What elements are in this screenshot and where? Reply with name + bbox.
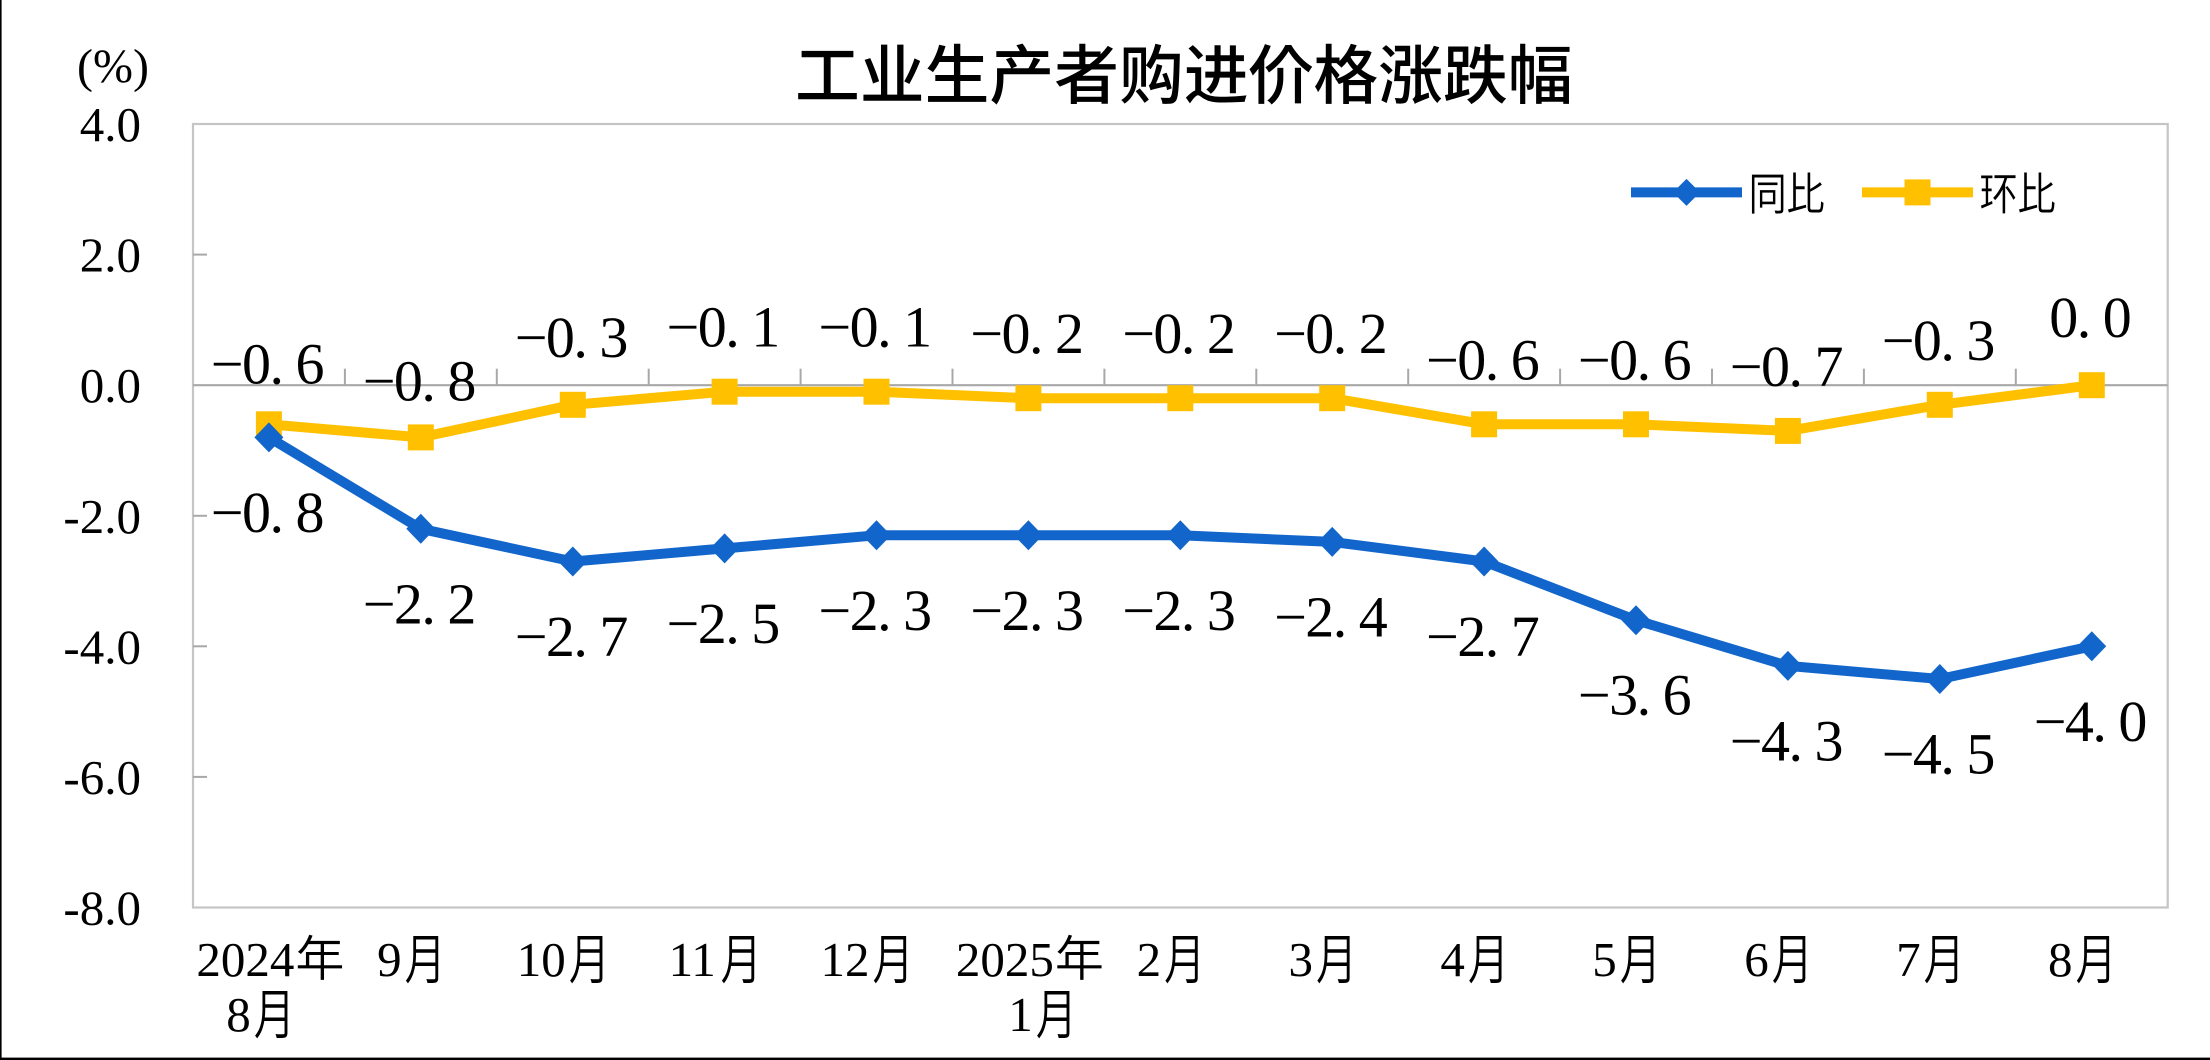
svg-text:−4. 5: −4. 5: [1882, 722, 1994, 787]
svg-text:−0. 8: −0. 8: [211, 480, 323, 545]
svg-text:-8.0: -8.0: [63, 881, 141, 936]
svg-text:2.0: 2.0: [80, 228, 141, 283]
svg-text:−0. 6: −0. 6: [1578, 327, 1691, 392]
svg-text:2024: 2024: [196, 932, 294, 987]
svg-text:-4.0: -4.0: [63, 619, 141, 674]
svg-text:0. 0: 0. 0: [2049, 285, 2130, 350]
svg-text:5: 5: [1592, 932, 1617, 987]
svg-text:3: 3: [1289, 932, 1314, 987]
svg-text:−2. 3: −2. 3: [818, 578, 930, 643]
svg-text:8: 8: [2048, 932, 2073, 987]
svg-text:10: 10: [517, 932, 566, 987]
svg-text:−2. 7: −2. 7: [1426, 604, 1539, 669]
svg-text:−0. 3: −0. 3: [515, 305, 627, 370]
svg-text:−2. 2: −2. 2: [363, 571, 475, 636]
svg-text:−0. 2: −0. 2: [970, 301, 1082, 366]
svg-text:−4. 3: −4. 3: [1730, 708, 1842, 773]
svg-text:8: 8: [226, 987, 251, 1042]
svg-text:−0. 6: −0. 6: [1426, 327, 1539, 392]
svg-text:6: 6: [1744, 932, 1769, 987]
svg-text:−0. 8: −0. 8: [363, 348, 475, 413]
svg-text:-2.0: -2.0: [63, 489, 141, 544]
svg-text:−2. 3: −2. 3: [1122, 578, 1234, 643]
svg-text:−0. 6: −0. 6: [211, 331, 324, 396]
svg-text:0.0: 0.0: [80, 358, 141, 413]
svg-text:−0. 7: −0. 7: [1730, 334, 1843, 399]
svg-text:4.0: 4.0: [80, 97, 141, 152]
svg-text:-6.0: -6.0: [63, 750, 141, 805]
svg-text:−2. 5: −2. 5: [666, 591, 778, 656]
svg-text:−0. 2: −0. 2: [1122, 301, 1234, 366]
svg-text:2025: 2025: [956, 932, 1054, 987]
svg-text:−0. 3: −0. 3: [1882, 308, 1994, 373]
svg-text:11: 11: [669, 932, 716, 987]
svg-text:−3. 6: −3. 6: [1578, 663, 1691, 728]
svg-text:−0. 2: −0. 2: [1274, 301, 1386, 366]
svg-text:12: 12: [821, 932, 870, 987]
svg-text:−0. 1: −0. 1: [818, 295, 930, 360]
svg-text:−4. 0: −4. 0: [2034, 689, 2146, 754]
svg-text:(%): (%): [77, 40, 149, 93]
svg-text:7: 7: [1896, 932, 1921, 987]
svg-text:9: 9: [377, 932, 402, 987]
svg-text:−0. 1: −0. 1: [666, 295, 778, 360]
svg-text:1: 1: [1008, 987, 1032, 1042]
svg-text:−2. 7: −2. 7: [515, 604, 628, 669]
svg-text:−2. 3: −2. 3: [970, 578, 1082, 643]
svg-text:2: 2: [1137, 932, 1162, 987]
svg-text:−2. 4: −2. 4: [1274, 584, 1388, 649]
svg-text:4: 4: [1440, 932, 1465, 987]
